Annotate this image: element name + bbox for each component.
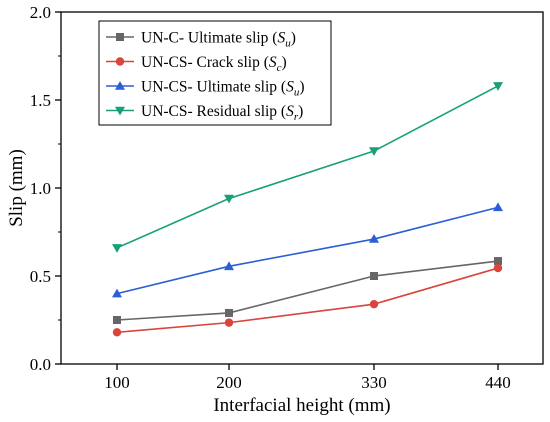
legend: UN-C- Ultimate slip (Su) UN-CS- Crack sli…: [98, 20, 332, 126]
legend-swatch-marker: [115, 57, 125, 66]
data-point: [493, 202, 503, 212]
legend-item: UN-CS- Ultimate slip (Su): [106, 79, 305, 99]
x-axis-label: Interfacial height (mm): [213, 395, 390, 416]
series-2: [112, 263, 503, 337]
legend-label: UN-CS- Crack slip (Sc): [141, 54, 287, 74]
x-tick-label: 200: [216, 373, 242, 392]
data-point: [370, 272, 378, 280]
data-point: [225, 308, 233, 317]
data-point: [224, 318, 234, 327]
data-point: [494, 257, 502, 266]
series-line: [116, 260, 499, 321]
x-tick-label: 440: [485, 373, 511, 392]
data-point: [493, 263, 503, 273]
data-point: [224, 194, 234, 204]
data-point: [112, 288, 122, 298]
y-tick-label: 2.0: [30, 3, 51, 22]
legend-label: UN-CS- Ultimate slip (Su): [141, 79, 305, 99]
legend-swatch-marker: [116, 33, 124, 41]
series-1: [113, 257, 502, 324]
series-line: [116, 206, 499, 295]
series-4: [112, 82, 503, 253]
y-tick-label: 1.5: [30, 91, 51, 110]
data-point: [493, 82, 503, 91]
data-point: [369, 299, 379, 309]
axes: 0.0 0.5 1.0 1.5 2.0 100 200 330 440: [30, 3, 544, 392]
y-tick-label: 1.0: [30, 179, 51, 198]
x-tick-label: 330: [361, 373, 387, 392]
series-line: [116, 85, 499, 249]
legend-swatch-marker: [115, 106, 125, 116]
plot-area: [112, 82, 503, 337]
series-line: [116, 267, 499, 334]
data-point: [113, 316, 121, 324]
y-tick-label: 0.0: [30, 355, 51, 374]
legend-label: UN-C- Ultimate slip (Su): [141, 30, 296, 50]
y-tick-label: 0.5: [30, 267, 51, 286]
legend-item: UN-C- Ultimate slip (Su): [106, 30, 296, 50]
data-point: [224, 261, 234, 271]
data-point: [369, 147, 379, 157]
data-point: [112, 244, 122, 253]
legend-label: UN-CS- Residual slip (Sr): [141, 103, 303, 123]
series-3: [112, 202, 503, 298]
y-axis-label: Slip (mm): [6, 149, 27, 227]
legend-swatch-marker: [115, 81, 125, 90]
legend-item: UN-CS- Residual slip (Sr): [106, 103, 303, 123]
legend-item: UN-CS- Crack slip (Sc): [106, 54, 287, 74]
x-tick-label: 100: [104, 373, 130, 392]
legend-box: [98, 20, 332, 126]
data-point: [369, 234, 379, 243]
data-point: [112, 328, 122, 337]
